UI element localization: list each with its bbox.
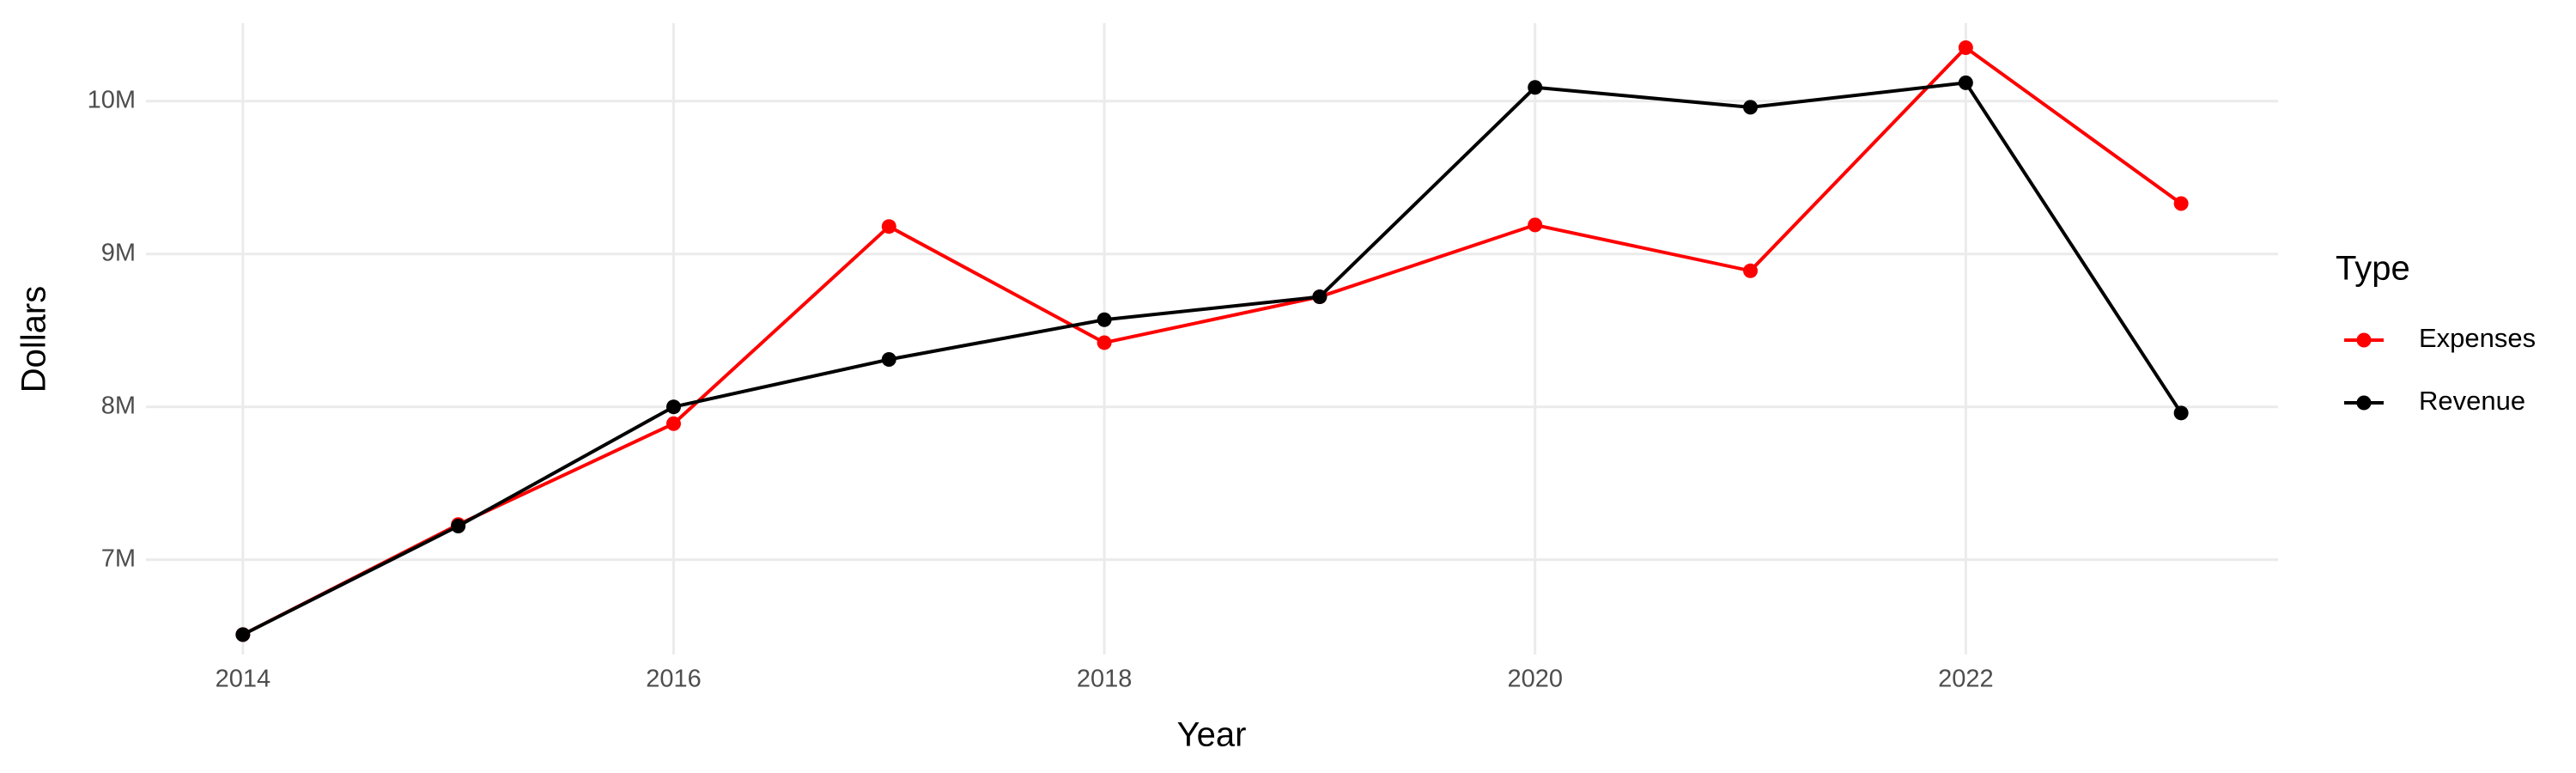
x-tick-label: 2022 (1938, 666, 1994, 693)
data-point (1743, 263, 1759, 278)
series-line (241, 46, 2183, 636)
series-line (241, 81, 2183, 636)
legend-key-point (2356, 332, 2372, 348)
data-point (1958, 40, 1973, 55)
data-point (451, 519, 466, 534)
legend-label: Expenses (2419, 323, 2536, 353)
x-tick-label: 2016 (646, 666, 702, 693)
data-point (1097, 335, 1112, 350)
data-point (2173, 196, 2189, 211)
y-tick-label: 8M (101, 392, 136, 419)
x-axis-title: Year (1177, 716, 1247, 754)
data-point (881, 352, 896, 368)
legend-title: Type (2336, 250, 2410, 288)
data-point (1958, 75, 1973, 90)
data-point (665, 416, 681, 431)
legend-key-point (2356, 395, 2372, 411)
data-point (1528, 217, 1543, 233)
y-axis-title: Dollars (15, 286, 53, 393)
data-point (665, 399, 681, 415)
x-tick-label: 2014 (216, 666, 271, 693)
data-point (1528, 80, 1543, 95)
data-point (1743, 100, 1759, 115)
data-point (1312, 289, 1327, 305)
data-point (2173, 405, 2189, 421)
y-tick-label: 10M (88, 86, 136, 113)
x-tick-label: 2020 (1507, 666, 1563, 693)
legend-label: Revenue (2419, 386, 2525, 416)
data-point (881, 219, 896, 234)
y-tick-label: 9M (101, 239, 136, 266)
data-point (1097, 312, 1112, 327)
y-tick-label: 7M (101, 545, 136, 572)
data-point (235, 627, 251, 642)
x-tick-label: 2018 (1077, 666, 1133, 693)
